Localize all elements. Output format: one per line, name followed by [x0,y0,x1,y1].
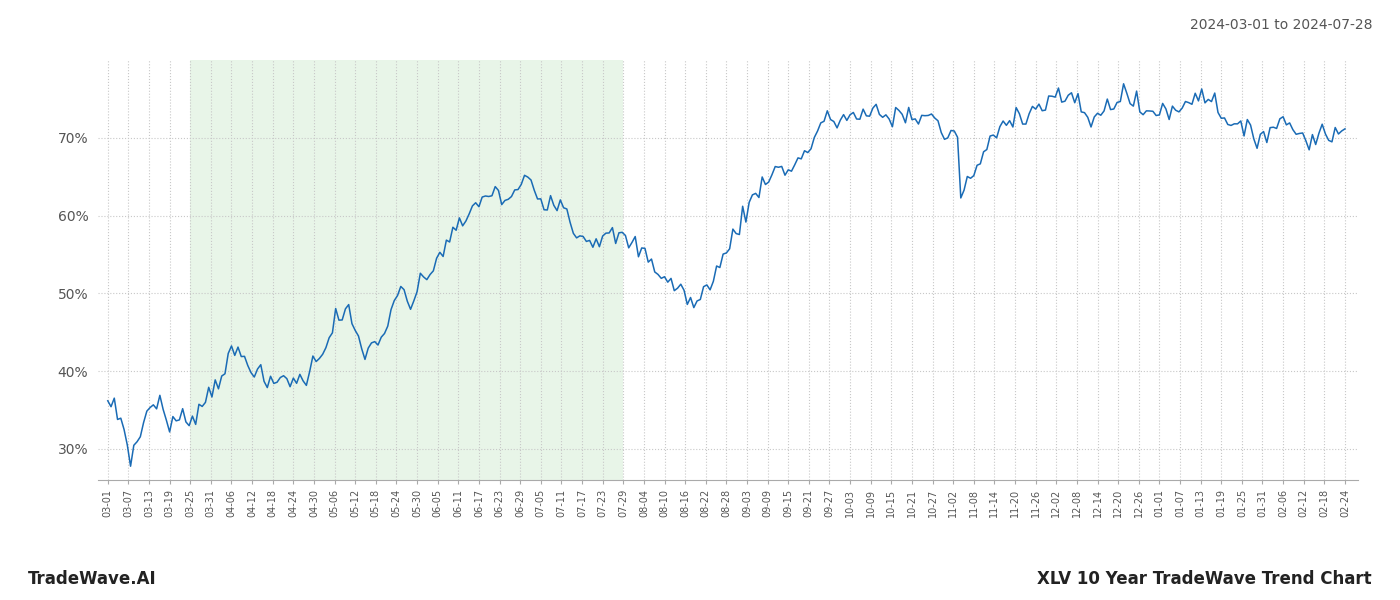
Text: 2024-03-01 to 2024-07-28: 2024-03-01 to 2024-07-28 [1190,18,1372,32]
Text: TradeWave.AI: TradeWave.AI [28,570,157,588]
Text: XLV 10 Year TradeWave Trend Chart: XLV 10 Year TradeWave Trend Chart [1037,570,1372,588]
Bar [190,60,623,480]
